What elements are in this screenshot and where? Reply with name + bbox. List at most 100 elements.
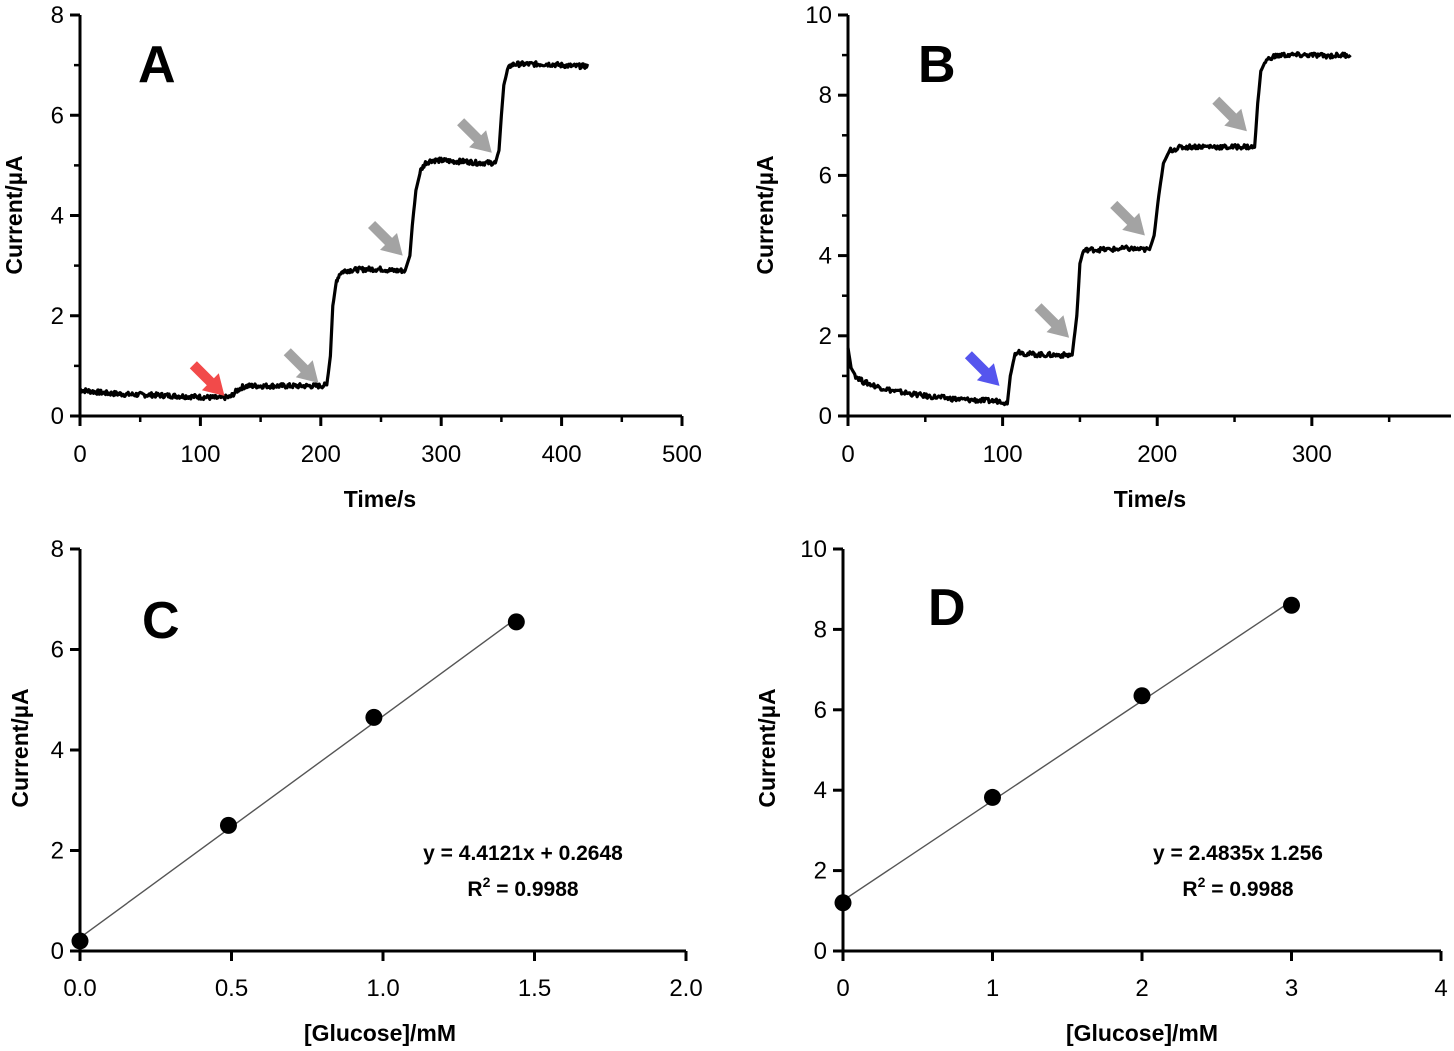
panel-a-y-tick-label: 4 <box>51 203 64 230</box>
panel-b-y-tick-label: 2 <box>819 323 832 350</box>
panel-a-tick-labels: 0 100 200 300 400 500 0 2 4 6 8 <box>51 2 702 468</box>
panel-d-x-tick-label: 1 <box>986 975 999 1002</box>
panel-a-x-tick-label: 300 <box>421 441 461 468</box>
panel-c-chart: 0.0 0.5 1.0 1.5 2.0 0 2 4 6 8 C [Glucose]/mM Curr… <box>7 536 703 1046</box>
panel-c-x-tick-label: 1.0 <box>366 975 399 1002</box>
panel-c-data-point <box>71 932 89 950</box>
panel-a-x-tick-label: 500 <box>662 441 702 468</box>
panel-a-y-tick-label: 0 <box>51 403 64 430</box>
panel-d-r-squared-prefix: R <box>1182 878 1197 901</box>
panel-a-arrow-marker <box>368 221 403 256</box>
panel-c-y-tick-label: 0 <box>51 938 64 965</box>
panel-a-x-tick-label: 100 <box>180 441 220 468</box>
panel-b-chart: 0 100 200 300 0 2 4 6 8 10 B Time/s Current/µA <box>752 2 1451 512</box>
panel-b-y-tick-label: 6 <box>819 162 832 189</box>
panel-a-label: A <box>138 36 176 94</box>
panel-a-arrow-marker <box>283 348 319 383</box>
panel-d-x-tick-label: 3 <box>1285 975 1298 1002</box>
panel-b-data <box>846 51 1352 407</box>
panel-c-r-squared-exponent: 2 <box>483 874 491 890</box>
panel-d-x-tick-label: 0 <box>836 975 849 1002</box>
panel-c-data <box>71 613 525 950</box>
panel-d-y-tick-label: 0 <box>814 938 827 965</box>
panel-a-arrow-marker <box>189 361 225 396</box>
panel-b-y-tick-label: 4 <box>819 243 832 270</box>
panel-b-x-axis-label: Time/s <box>1114 486 1186 512</box>
panel-d-data-point <box>1133 687 1151 705</box>
panel-d-y-tick-label: 2 <box>814 858 827 885</box>
panel-b-tick-labels: 0 100 200 300 0 2 4 6 8 10 <box>805 2 1332 468</box>
panel-c-data-point <box>365 708 383 726</box>
panel-c-x-tick-label: 2.0 <box>669 975 702 1002</box>
panel-d-equation: y = 2.4835x 1.256 <box>1153 842 1323 865</box>
panel-d-y-tick-label: 6 <box>814 697 827 724</box>
panel-b-y-tick-label: 0 <box>819 403 832 430</box>
panel-a-trace-line <box>79 60 590 402</box>
panel-c-y-tick-label: 8 <box>51 536 64 563</box>
panel-b-x-tick-label: 300 <box>1292 441 1332 468</box>
panel-c-x-axis-label: [Glucose]/mM <box>304 1020 456 1046</box>
panel-d-data <box>834 596 1300 912</box>
panel-c-x-tick-label: 0.0 <box>63 975 96 1002</box>
panel-d-axes <box>833 547 1443 961</box>
panel-c-x-tick-label: 1.5 <box>518 975 551 1002</box>
panel-d-r-squared-exponent: 2 <box>1198 874 1206 890</box>
panel-b-x-tick-label: 0 <box>841 441 854 468</box>
panel-b-trace-line <box>846 51 1352 407</box>
panel-a-y-tick-label: 8 <box>51 2 64 29</box>
panel-d-chart: 0 1 2 3 4 0 2 4 6 8 10 D [Glucose]/mM Current/µA y… <box>754 536 1448 1046</box>
panel-a-data <box>79 60 590 402</box>
panel-b-y-tick-label: 10 <box>805 2 832 29</box>
panel-c-data-point <box>219 816 237 834</box>
panel-b-y-axis-label: Current/µA <box>752 155 778 274</box>
panel-d-x-tick-label: 2 <box>1135 975 1148 1002</box>
panel-d-y-axis-label: Current/µA <box>754 688 780 807</box>
panel-a-x-tick-label: 400 <box>542 441 582 468</box>
panel-d-x-tick-label: 4 <box>1434 975 1447 1002</box>
panel-d-tick-labels: 0 1 2 3 4 0 2 4 6 8 10 <box>800 536 1447 1002</box>
panel-a-arrow-marker <box>457 118 492 153</box>
panel-c-tick-labels: 0.0 0.5 1.0 1.5 2.0 0 2 4 6 8 <box>51 536 703 1002</box>
panel-d-fit-line <box>842 600 1292 902</box>
panel-c-x-tick-label: 0.5 <box>215 975 248 1002</box>
panel-d-label: D <box>928 579 966 637</box>
panel-d-y-tick-label: 10 <box>800 536 827 563</box>
panel-c-y-tick-label: 4 <box>51 737 64 764</box>
panel-d-r-squared-value: = 0.9988 <box>1205 878 1293 901</box>
panel-c-r-squared-value: = 0.9988 <box>490 878 578 901</box>
panel-a-axes <box>70 13 684 426</box>
panel-d-y-tick-label: 4 <box>814 777 827 804</box>
panel-d-data-point <box>1283 596 1300 614</box>
panel-d-data-point <box>834 894 852 912</box>
panel-a-y-tick-label: 2 <box>51 303 64 330</box>
panel-d-data-point <box>984 788 1001 806</box>
panel-b-arrow-marker <box>964 351 1000 386</box>
panel-a-x-tick-label: 200 <box>301 441 341 468</box>
panel-b-arrow-marker <box>1034 303 1070 338</box>
panel-a-chart: 0 100 200 300 400 500 0 2 4 6 8 A Time/s Current/µ… <box>1 2 702 512</box>
panel-a-x-axis-label: Time/s <box>344 486 416 512</box>
panel-c-y-tick-label: 6 <box>51 637 64 664</box>
panel-c-equation: y = 4.4121x + 0.2648 <box>423 842 623 865</box>
panel-b-x-tick-label: 200 <box>1137 441 1177 468</box>
panel-c-y-axis-label: Current/µA <box>7 688 33 807</box>
panel-b-y-tick-label: 8 <box>819 82 832 109</box>
panel-b-label: B <box>918 36 956 94</box>
panel-b-x-tick-label: 100 <box>983 441 1023 468</box>
panel-c-data-point <box>507 613 525 631</box>
panel-b-arrow-marker <box>1110 200 1145 236</box>
panel-c-axes <box>70 547 688 961</box>
panel-a-x-tick-label: 0 <box>73 441 86 468</box>
panel-c-label: C <box>142 592 180 650</box>
panel-a-y-axis-label: Current/µA <box>1 155 27 274</box>
panel-c-y-tick-label: 2 <box>51 838 64 865</box>
panel-d-y-tick-label: 8 <box>814 616 827 643</box>
panel-b-arrow-marker <box>1212 96 1247 132</box>
panel-d-r-squared: R2 = 0.9988 <box>1182 874 1293 901</box>
panel-a-y-tick-label: 6 <box>51 102 64 129</box>
panel-c-fit-line <box>79 617 517 939</box>
panel-c-r-squared-prefix: R <box>467 878 482 901</box>
panel-d-x-axis-label: [Glucose]/mM <box>1066 1020 1218 1046</box>
panel-c-r-squared: R2 = 0.9988 <box>467 874 578 901</box>
